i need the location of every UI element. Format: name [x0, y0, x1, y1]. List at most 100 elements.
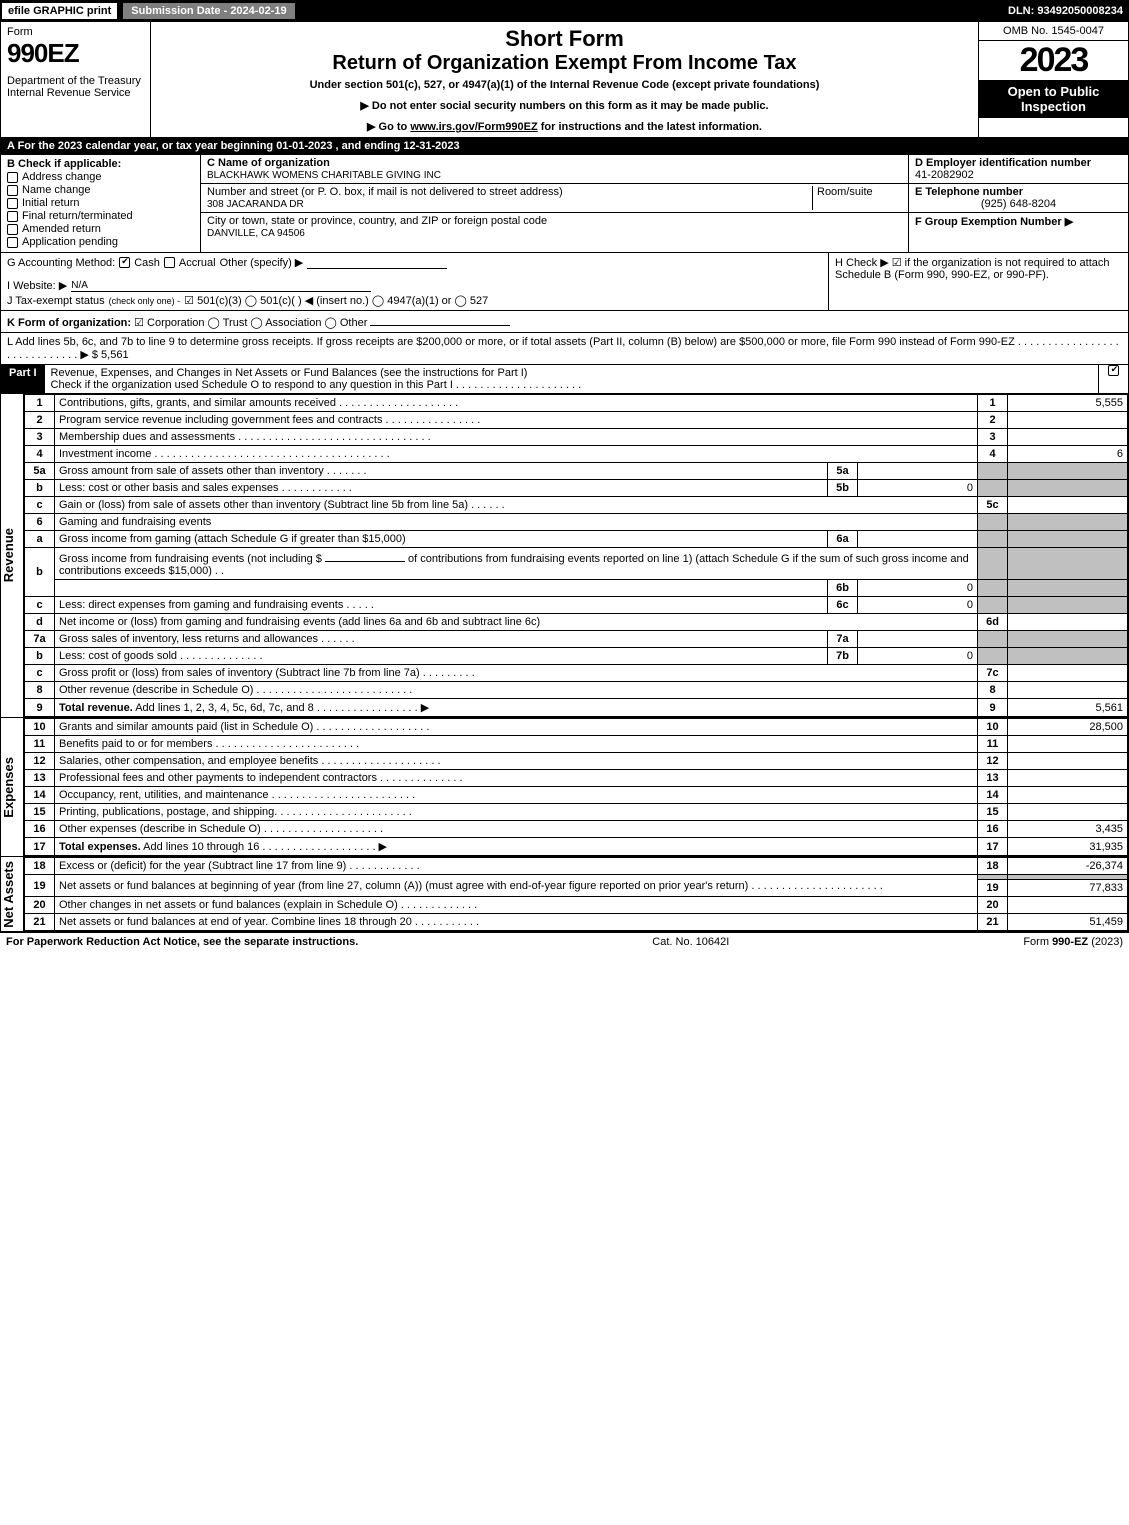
- val8: [1008, 682, 1128, 699]
- shade6c: [978, 597, 1008, 614]
- return-title: Return of Organization Exempt From Incom…: [161, 52, 968, 75]
- num11: 11: [978, 736, 1008, 753]
- ln12: 12: [25, 753, 55, 770]
- ln6c: c: [25, 597, 55, 614]
- shade7b: [978, 648, 1008, 665]
- b-check-label: Address change: [22, 171, 102, 183]
- box-bcdef: B Check if applicable: Address changeNam…: [0, 155, 1129, 253]
- line-k: K Form of organization: ☑ Corporation ◯ …: [0, 311, 1129, 333]
- desc20: Other changes in net assets or fund bala…: [55, 897, 978, 914]
- c-street-row: Number and street (or P. O. box, if mail…: [201, 184, 908, 213]
- schedule-o-checkbox[interactable]: [1108, 365, 1119, 376]
- box-e: E Telephone number (925) 648-8204: [909, 184, 1128, 213]
- footer-right: Form 990-EZ (2023): [1023, 936, 1123, 948]
- ln7a: 7a: [25, 631, 55, 648]
- desc11: Benefits paid to or for members . . . . …: [55, 736, 978, 753]
- ln19: 19: [25, 875, 55, 897]
- revenue-vlabel: Revenue: [1, 528, 23, 582]
- cash-label: Cash: [134, 257, 160, 269]
- omb-number: OMB No. 1545-0047: [979, 22, 1128, 41]
- footer-pre: Form: [1023, 936, 1052, 948]
- shadeval6: [1008, 514, 1128, 531]
- sub7a: 7a: [828, 631, 858, 648]
- expenses-table: 10Grants and similar amounts paid (list …: [24, 718, 1128, 856]
- b-check-item: Name change: [7, 184, 194, 196]
- desc10: Grants and similar amounts paid (list in…: [55, 719, 978, 736]
- e-label: E Telephone number: [915, 186, 1023, 198]
- shadeval6a: [1008, 531, 1128, 548]
- box-c: C Name of organization BLACKHAWK WOMENS …: [201, 155, 908, 252]
- ln6d: d: [25, 614, 55, 631]
- form-word: Form: [7, 26, 144, 38]
- b-checkbox-3[interactable]: [7, 211, 18, 222]
- desc6c: Less: direct expenses from gaming and fu…: [55, 597, 828, 614]
- desc18: Excess or (deficit) for the year (Subtra…: [55, 858, 978, 875]
- desc8: Other revenue (describe in Schedule O) .…: [55, 682, 978, 699]
- line-g: G Accounting Method: Cash Accrual Other …: [7, 256, 822, 269]
- goto-post: for instructions and the latest informat…: [538, 121, 762, 133]
- val1: 5,555: [1008, 395, 1128, 412]
- shadeval5b: [1008, 480, 1128, 497]
- k-label: K Form of organization:: [7, 317, 131, 329]
- line-i: I Website: ▶ N/A: [7, 279, 822, 292]
- b-checkbox-5[interactable]: [7, 237, 18, 248]
- part-i-header: Part I Revenue, Expenses, and Changes in…: [0, 365, 1129, 394]
- ln3: 3: [25, 429, 55, 446]
- netassets-vlabel: Net Assets: [1, 861, 23, 928]
- desc12: Salaries, other compensation, and employ…: [55, 753, 978, 770]
- b-checkbox-2[interactable]: [7, 198, 18, 209]
- g-label: G Accounting Method:: [7, 257, 115, 269]
- other-blank[interactable]: [307, 257, 447, 269]
- cash-checkbox[interactable]: [119, 257, 130, 268]
- num4: 4: [978, 446, 1008, 463]
- desc6a: Gross income from gaming (attach Schedul…: [55, 531, 828, 548]
- ln5a: 5a: [25, 463, 55, 480]
- b-checkbox-0[interactable]: [7, 172, 18, 183]
- ln21: 21: [25, 914, 55, 931]
- num2: 2: [978, 412, 1008, 429]
- box-def: D Employer identification number 41-2082…: [908, 155, 1128, 252]
- sub6c: 6c: [828, 597, 858, 614]
- goto-link[interactable]: www.irs.gov/Form990EZ: [410, 121, 537, 133]
- box-f: F Group Exemption Number ▶: [909, 213, 1128, 230]
- c-city-label: City or town, state or province, country…: [207, 215, 547, 227]
- part-i-checkline: Check if the organization used Schedule …: [51, 379, 582, 391]
- j-small: (check only one) ‐: [109, 296, 181, 306]
- val10: 28,500: [1008, 719, 1128, 736]
- footer-center: Cat. No. 10642I: [652, 936, 729, 948]
- shadeval5a: [1008, 463, 1128, 480]
- num13: 13: [978, 770, 1008, 787]
- val4: 6: [1008, 446, 1128, 463]
- b-checkbox-4[interactable]: [7, 224, 18, 235]
- city-state-zip: DANVILLE, CA 94506: [207, 228, 305, 239]
- subval7b: 0: [858, 648, 978, 665]
- ln13: 13: [25, 770, 55, 787]
- num8: 8: [978, 682, 1008, 699]
- val6d: [1008, 614, 1128, 631]
- form-header: Form 990EZ Department of the Treasury In…: [0, 22, 1129, 138]
- k-opts: ☑ Corporation ◯ Trust ◯ Association ◯ Ot…: [134, 317, 367, 329]
- k-other-blank[interactable]: [370, 314, 510, 326]
- part-i-check[interactable]: [1098, 365, 1128, 393]
- website-value: N/A: [71, 280, 371, 292]
- num18: 18: [978, 858, 1008, 875]
- val12: [1008, 753, 1128, 770]
- subval5a: [858, 463, 978, 480]
- desc7b: Less: cost of goods sold . . . . . . . .…: [55, 648, 828, 665]
- num3: 3: [978, 429, 1008, 446]
- subval5b: 0: [858, 480, 978, 497]
- desc15: Printing, publications, postage, and shi…: [55, 804, 978, 821]
- desc6d: Net income or (loss) from gaming and fun…: [55, 614, 978, 631]
- b-check-item: Final return/terminated: [7, 210, 194, 222]
- page-footer: For Paperwork Reduction Act Notice, see …: [0, 932, 1129, 951]
- c-name-row: C Name of organization BLACKHAWK WOMENS …: [201, 155, 908, 184]
- blank-6b[interactable]: [325, 550, 405, 562]
- shadeval7a: [1008, 631, 1128, 648]
- ln5b: b: [25, 480, 55, 497]
- desc7a: Gross sales of inventory, less returns a…: [55, 631, 828, 648]
- accrual-checkbox[interactable]: [164, 257, 175, 268]
- b-checkbox-1[interactable]: [7, 185, 18, 196]
- footer-post: (2023): [1088, 936, 1123, 948]
- desc2: Program service revenue including govern…: [55, 412, 978, 429]
- desc13: Professional fees and other payments to …: [55, 770, 978, 787]
